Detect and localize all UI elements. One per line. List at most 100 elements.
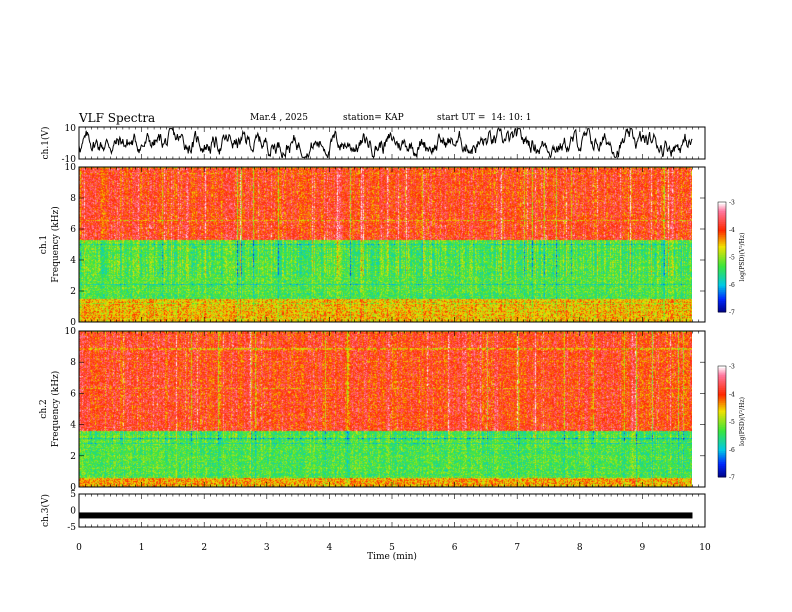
colorbar-cell bbox=[718, 288, 726, 291]
colorbar-cell bbox=[718, 393, 726, 397]
colorbar-cell bbox=[718, 371, 726, 374]
x-tick-label: 10 bbox=[699, 543, 711, 553]
x-tick-label: 9 bbox=[640, 543, 646, 553]
colorbar-frame bbox=[717, 201, 727, 313]
y-tick-label: 10 bbox=[65, 327, 77, 337]
y-tick-label: 10 bbox=[65, 124, 77, 134]
colorbar-cell bbox=[718, 414, 726, 417]
y-tick-label: -10 bbox=[62, 155, 77, 165]
y-tick-label: 0 bbox=[70, 318, 76, 328]
colorbar-cell bbox=[718, 449, 726, 452]
colorbar-cell bbox=[718, 415, 726, 419]
colorbar-cell bbox=[718, 269, 726, 273]
colorbar-tick-label: -4 bbox=[729, 227, 735, 234]
colorbar-cell bbox=[718, 378, 726, 382]
colorbar-cell bbox=[718, 373, 726, 376]
colorbar-cell bbox=[718, 380, 726, 384]
colorbar-cell bbox=[718, 406, 726, 410]
colorbar-cell bbox=[718, 434, 726, 437]
colorbar-cell bbox=[718, 419, 726, 422]
colorbar-cell bbox=[718, 399, 726, 402]
colorbar-cell bbox=[718, 209, 726, 212]
colorbar-cell bbox=[718, 467, 726, 471]
colorbar-cell bbox=[718, 273, 726, 276]
y-axis-label: ch.1(V) bbox=[40, 127, 51, 160]
colorbar-cell bbox=[718, 262, 726, 265]
colorbar-cell bbox=[718, 367, 726, 371]
colorbar-cell bbox=[718, 251, 726, 254]
colorbar-cell bbox=[718, 310, 726, 313]
colorbar-tick-label: -6 bbox=[729, 447, 735, 454]
colorbar-cell bbox=[718, 475, 726, 478]
colorbar-cell bbox=[718, 229, 726, 232]
colorbar-cell bbox=[718, 202, 726, 205]
colorbar-cell bbox=[718, 284, 726, 287]
colorbar-cell bbox=[718, 401, 726, 404]
y-axis-label: ch.2 Frequency (kHz) bbox=[39, 371, 61, 448]
spectrogram-image bbox=[79, 167, 692, 322]
colorbar-tick-label: -6 bbox=[729, 282, 735, 289]
colorbar-cell bbox=[718, 224, 726, 227]
colorbar-cell bbox=[718, 421, 726, 424]
colorbar-tick-label: -7 bbox=[729, 310, 735, 317]
colorbar-cell bbox=[718, 255, 726, 258]
colorbar-cell bbox=[718, 454, 726, 458]
x-tick-label: 1 bbox=[139, 543, 145, 553]
colorbar-cell bbox=[718, 412, 726, 415]
colorbar-cell bbox=[718, 233, 726, 236]
colorbar-tick-label: -5 bbox=[729, 255, 735, 262]
header-date: Mar.4 , 2025 bbox=[250, 113, 308, 123]
colorbar-cell bbox=[718, 440, 726, 443]
header-station: station= KAP bbox=[343, 113, 404, 123]
header-title: VLF Spectra bbox=[79, 111, 156, 125]
y-tick-label: 10 bbox=[65, 163, 77, 173]
colorbar-cell bbox=[718, 432, 726, 435]
y-tick-label: 0 bbox=[70, 483, 76, 493]
y-tick-label: 5 bbox=[70, 490, 76, 500]
colorbar-cell bbox=[718, 403, 726, 406]
colorbar-cell bbox=[718, 464, 726, 467]
colorbar-cell bbox=[718, 304, 726, 307]
colorbar-cell bbox=[718, 246, 726, 249]
colorbar-cell bbox=[718, 456, 726, 459]
colorbar-cell bbox=[718, 268, 726, 271]
spectrogram-image bbox=[79, 331, 692, 487]
colorbar-cell bbox=[718, 264, 726, 267]
colorbar-cell bbox=[718, 257, 726, 260]
colorbar-cell bbox=[718, 279, 726, 282]
colorbar-cell bbox=[718, 227, 726, 230]
colorbar-cell bbox=[718, 430, 726, 434]
colorbar-cell bbox=[718, 410, 726, 413]
colorbar-cell bbox=[718, 458, 726, 461]
colorbar-cell bbox=[718, 462, 726, 465]
y-tick-label: 2 bbox=[70, 452, 76, 462]
colorbar-tick-label: -3 bbox=[729, 364, 735, 371]
y-tick-label: 6 bbox=[70, 389, 76, 399]
y-tick-label: 8 bbox=[70, 358, 76, 368]
colorbar-cell bbox=[718, 395, 726, 398]
colorbar-cell bbox=[718, 286, 726, 289]
colorbar-cell bbox=[718, 238, 726, 241]
colorbar-cell bbox=[718, 242, 726, 245]
y-tick-label: 0 bbox=[70, 507, 76, 517]
x-tick-label: 4 bbox=[327, 543, 333, 553]
colorbar-cell bbox=[718, 247, 726, 251]
colorbar-cell bbox=[718, 427, 726, 430]
colorbar-cell bbox=[718, 425, 726, 428]
colorbar-cell bbox=[718, 271, 726, 274]
colorbar-cell bbox=[718, 275, 726, 278]
colorbar-cell bbox=[718, 471, 726, 474]
colorbar-cell bbox=[718, 236, 726, 240]
colorbar-cell bbox=[718, 218, 726, 221]
colorbar-cell bbox=[718, 299, 726, 302]
y-axis-label: ch.3(V) bbox=[40, 494, 51, 527]
colorbar-label: log(PSD)(V²/Hz) bbox=[739, 397, 746, 446]
colorbar-cell bbox=[718, 222, 726, 225]
colorbar-cell bbox=[718, 388, 726, 391]
colorbar-cell bbox=[718, 386, 726, 389]
colorbar-tick-label: -5 bbox=[729, 419, 735, 426]
colorbar-cell bbox=[718, 306, 726, 309]
colorbar-label: log(PSD)(V²/Hz) bbox=[739, 233, 746, 282]
colorbar-cell bbox=[718, 253, 726, 256]
